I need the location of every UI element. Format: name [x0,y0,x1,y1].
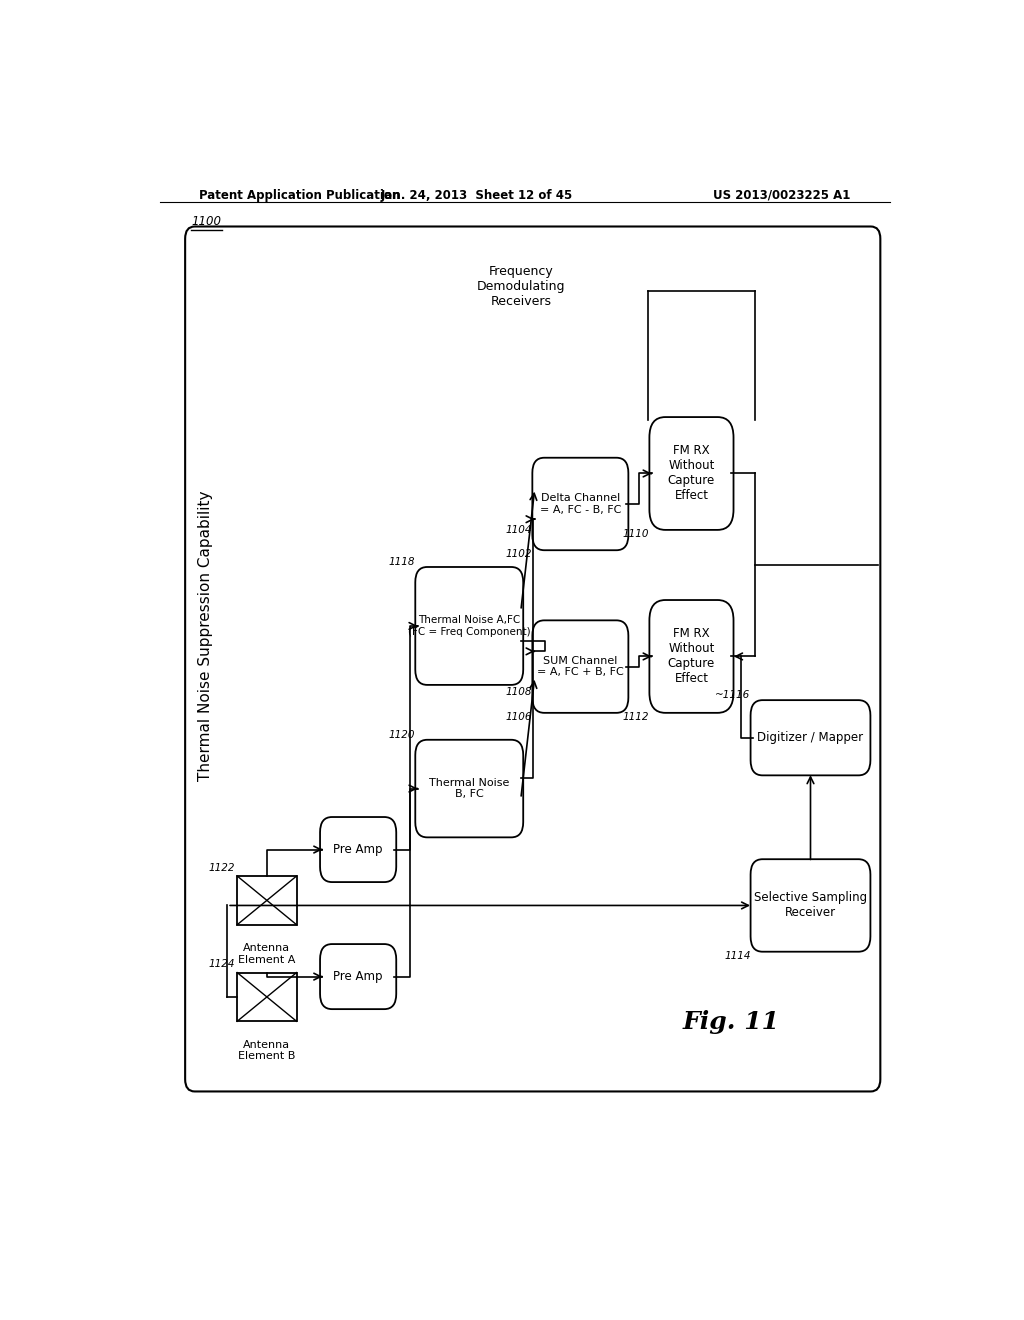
Text: FM RX
Without
Capture
Effect: FM RX Without Capture Effect [668,627,715,685]
Text: 1102: 1102 [506,549,532,560]
FancyBboxPatch shape [532,458,629,550]
Text: 1100: 1100 [191,215,221,227]
FancyBboxPatch shape [751,700,870,775]
Text: Antenna
Element B: Antenna Element B [239,1040,296,1061]
FancyBboxPatch shape [321,817,396,882]
FancyBboxPatch shape [649,601,733,713]
Text: 1118: 1118 [389,557,416,568]
FancyBboxPatch shape [532,620,629,713]
Text: FM RX
Without
Capture
Effect: FM RX Without Capture Effect [668,445,715,503]
Text: Antenna
Element A: Antenna Element A [239,942,296,965]
Text: 1110: 1110 [623,529,649,539]
FancyBboxPatch shape [751,859,870,952]
Text: Pre Amp: Pre Amp [334,970,383,983]
Text: ~1116: ~1116 [716,690,751,700]
Text: Frequency
Demodulating
Receivers: Frequency Demodulating Receivers [476,265,565,308]
Text: US 2013/0023225 A1: US 2013/0023225 A1 [713,189,850,202]
Text: 1104: 1104 [506,525,532,535]
Text: Fig. 11: Fig. 11 [683,1010,779,1035]
Text: Thermal Noise Suppression Capability: Thermal Noise Suppression Capability [199,491,213,781]
Text: 1114: 1114 [724,950,751,961]
Text: 1108: 1108 [506,688,532,697]
FancyBboxPatch shape [416,739,523,837]
Text: Thermal Noise A,FC
(FC = Freq Component): Thermal Noise A,FC (FC = Freq Component) [408,615,530,636]
Bar [238,973,297,1022]
Text: 1122: 1122 [208,863,234,873]
Text: Jan. 24, 2013  Sheet 12 of 45: Jan. 24, 2013 Sheet 12 of 45 [381,189,573,202]
Text: Delta Channel
= A, FC - B, FC: Delta Channel = A, FC - B, FC [540,494,621,515]
FancyBboxPatch shape [321,944,396,1008]
FancyBboxPatch shape [649,417,733,529]
Bar [238,876,297,925]
Text: Digitizer / Mapper: Digitizer / Mapper [758,731,863,744]
Text: 1124: 1124 [208,960,234,969]
Text: Selective Sampling
Receiver: Selective Sampling Receiver [754,891,867,920]
Text: 1106: 1106 [506,711,532,722]
Text: Pre Amp: Pre Amp [334,843,383,857]
Text: 1112: 1112 [623,711,649,722]
Text: SUM Channel
= A, FC + B, FC: SUM Channel = A, FC + B, FC [537,656,624,677]
FancyBboxPatch shape [416,568,523,685]
Text: Patent Application Publication: Patent Application Publication [200,189,400,202]
Text: Thermal Noise
B, FC: Thermal Noise B, FC [429,777,509,800]
Text: 1120: 1120 [389,730,416,739]
